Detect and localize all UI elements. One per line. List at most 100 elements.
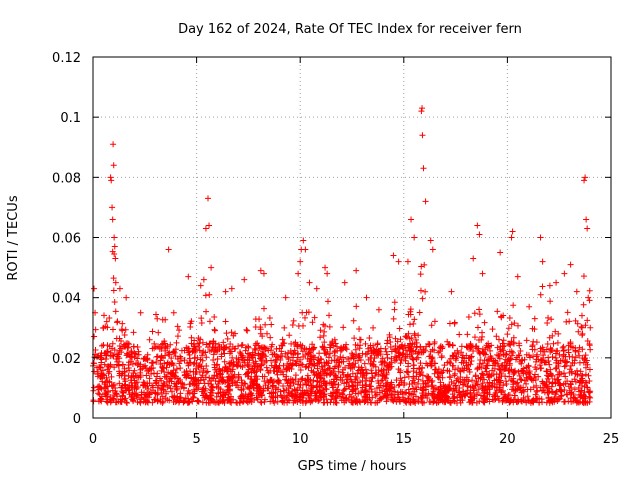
data-point	[523, 380, 530, 387]
data-point	[582, 393, 589, 400]
data-point	[94, 368, 101, 375]
data-point	[578, 372, 585, 379]
data-point	[139, 365, 146, 372]
data-point	[318, 389, 325, 396]
data-point	[511, 369, 518, 376]
data-point	[436, 389, 443, 396]
data-point	[509, 228, 516, 235]
data-point	[394, 389, 401, 396]
data-point	[318, 394, 325, 401]
data-point	[501, 394, 508, 401]
data-point	[206, 318, 213, 325]
data-point	[314, 365, 321, 372]
data-point	[403, 368, 410, 375]
data-point	[202, 225, 209, 232]
data-point	[152, 380, 159, 387]
data-point	[239, 357, 246, 364]
data-point	[222, 363, 229, 370]
data-point	[319, 366, 326, 373]
data-point	[300, 237, 307, 244]
data-point	[384, 351, 391, 358]
data-point	[291, 347, 298, 354]
data-point	[259, 348, 266, 355]
data-point	[582, 174, 589, 181]
data-point	[160, 398, 167, 405]
data-point	[144, 399, 151, 406]
data-point	[549, 353, 556, 360]
data-point	[109, 395, 116, 402]
data-point	[429, 355, 436, 362]
data-point	[299, 348, 306, 355]
data-point	[345, 383, 352, 390]
data-point	[457, 374, 464, 381]
data-point	[422, 198, 429, 205]
data-point	[228, 285, 235, 292]
data-point	[457, 397, 464, 404]
data-point	[405, 330, 412, 337]
data-point	[331, 357, 338, 364]
data-point	[418, 368, 425, 375]
data-point	[509, 378, 516, 385]
data-point	[469, 377, 476, 384]
data-point	[507, 342, 514, 349]
data-point	[446, 358, 453, 365]
data-point	[292, 376, 299, 383]
data-point	[549, 388, 556, 395]
data-point	[536, 362, 543, 369]
data-point	[415, 376, 422, 383]
data-point	[279, 353, 286, 360]
data-point	[101, 312, 108, 319]
data-point	[197, 356, 204, 363]
data-point	[409, 380, 416, 387]
data-point	[441, 362, 448, 369]
data-point	[392, 342, 399, 349]
data-point	[498, 314, 505, 321]
data-point	[222, 288, 229, 295]
data-point	[447, 399, 454, 406]
data-point	[238, 354, 245, 361]
data-point	[290, 379, 297, 386]
data-point	[170, 394, 177, 401]
data-point	[256, 316, 263, 323]
data-point	[192, 377, 199, 384]
data-point	[109, 340, 116, 347]
data-point	[396, 398, 403, 405]
data-point	[572, 378, 579, 385]
data-point	[109, 204, 116, 211]
data-point	[97, 396, 104, 403]
data-point	[552, 328, 559, 335]
data-point	[363, 387, 370, 394]
data-point	[471, 334, 478, 341]
data-point	[302, 351, 309, 358]
data-point	[303, 387, 310, 394]
data-point	[505, 392, 512, 399]
data-point	[303, 309, 310, 316]
data-point	[413, 386, 420, 393]
data-point	[270, 382, 277, 389]
data-point	[335, 381, 342, 388]
data-point	[244, 356, 251, 363]
data-point	[137, 309, 144, 316]
data-point	[446, 384, 453, 391]
data-point	[484, 396, 491, 403]
data-point	[525, 397, 532, 404]
data-point	[308, 367, 315, 374]
data-point	[252, 373, 259, 380]
data-point	[174, 323, 181, 330]
data-point	[507, 398, 514, 405]
data-point	[495, 395, 502, 402]
data-point	[584, 361, 591, 368]
data-point	[95, 390, 102, 397]
data-point	[543, 399, 550, 406]
data-point	[539, 378, 546, 385]
data-point	[228, 373, 235, 380]
data-point	[326, 312, 333, 319]
data-point	[164, 359, 171, 366]
data-point	[491, 365, 498, 372]
data-point	[231, 361, 238, 368]
data-point	[516, 342, 523, 349]
data-point	[420, 387, 427, 394]
data-point	[335, 368, 342, 375]
data-point	[226, 387, 233, 394]
data-point	[195, 343, 202, 350]
